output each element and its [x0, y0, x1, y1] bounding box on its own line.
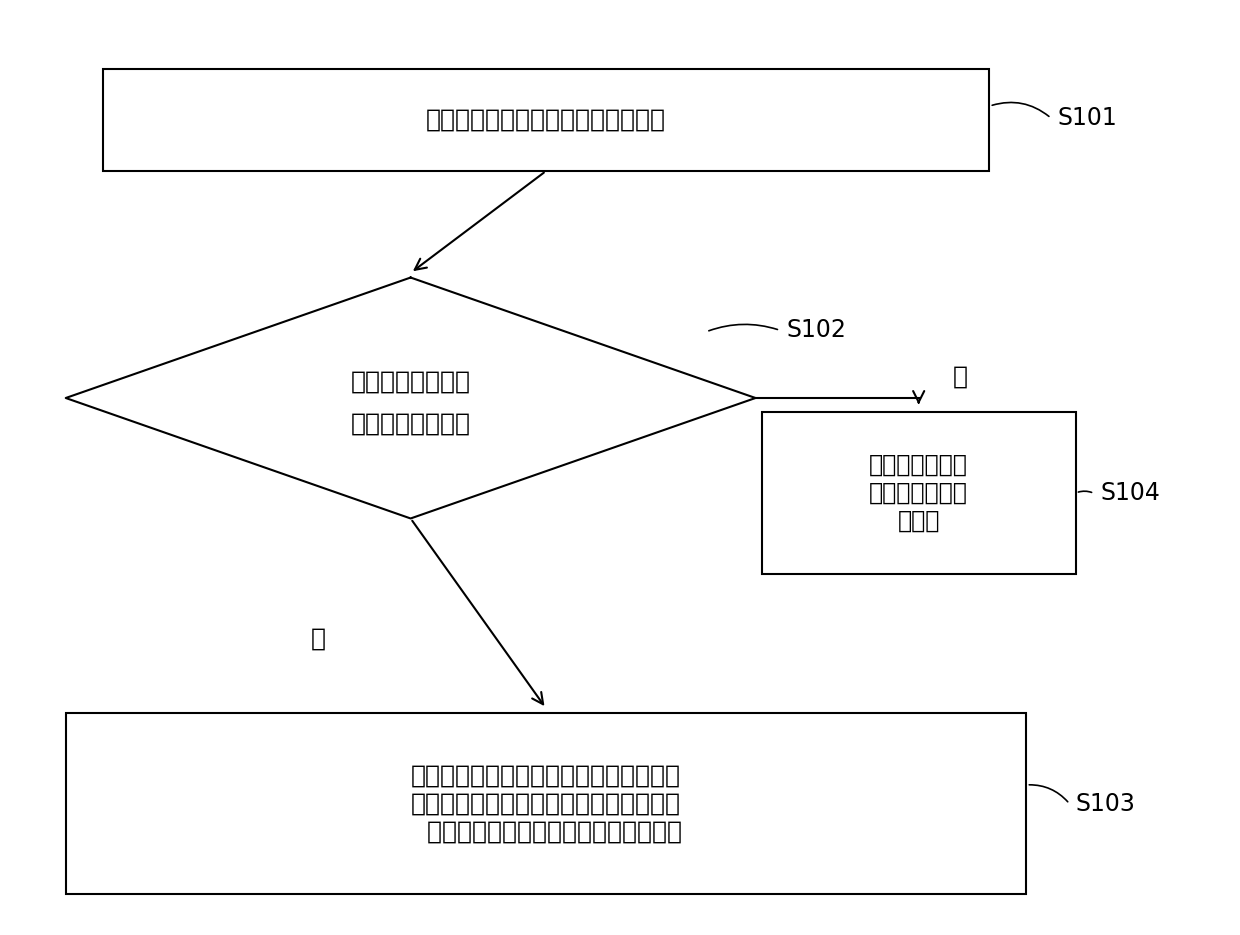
Text: 将当前监控周期的日志上报数据输入预先
构建的决策树，并根据所述决策树对当前
  监控周期的日志上报数据进行异常识别: 将当前监控周期的日志上报数据输入预先 构建的决策树，并根据所述决策树对当前 监控… — [410, 764, 682, 843]
Text: 合异常判断条件？: 合异常判断条件？ — [351, 412, 471, 436]
Text: 日志上报数据量符: 日志上报数据量符 — [351, 369, 471, 394]
Text: 确认当前监控周
期的日志上报数
据正常: 确认当前监控周 期的日志上报数 据正常 — [869, 453, 968, 533]
Text: S101: S101 — [1058, 107, 1117, 130]
FancyBboxPatch shape — [66, 713, 1027, 894]
Text: S103: S103 — [1076, 792, 1136, 816]
Text: 是: 是 — [311, 627, 326, 651]
FancyBboxPatch shape — [761, 412, 1076, 574]
Text: 否: 否 — [952, 365, 967, 389]
FancyBboxPatch shape — [103, 69, 990, 171]
Text: S104: S104 — [1100, 482, 1161, 506]
Text: 统计当前监控周期的日志上报数据量: 统计当前监控周期的日志上报数据量 — [427, 108, 666, 132]
Text: S102: S102 — [786, 318, 846, 342]
